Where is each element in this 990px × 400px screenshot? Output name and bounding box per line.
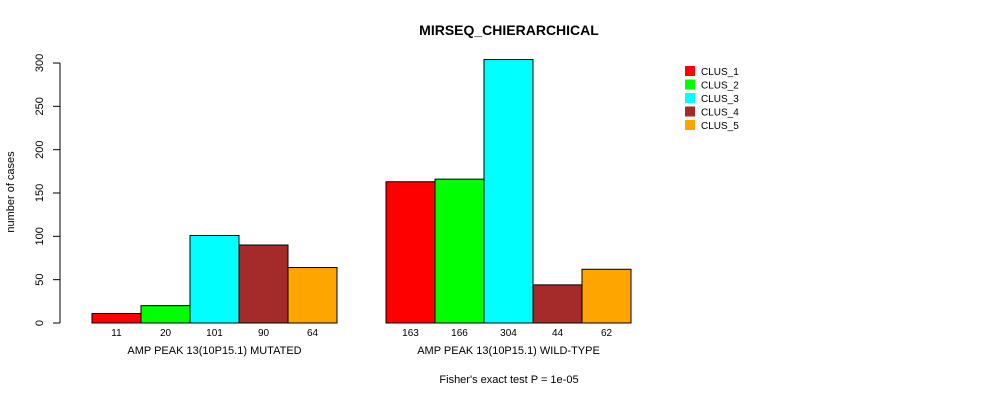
bar-clus-3-group-2 [483, 59, 534, 324]
legend-swatch [685, 79, 695, 90]
bar-clus-3-group-1 [189, 234, 240, 324]
legend-swatch [685, 120, 695, 130]
bar-value-label: 304 [500, 328, 517, 339]
y-tick-label: 150 [34, 184, 46, 202]
bar-value-label: 20 [160, 328, 172, 339]
legend-swatch [685, 93, 695, 103]
legend-swatch [685, 106, 695, 117]
bar-value-label: 44 [552, 328, 564, 339]
y-tick-label: 100 [34, 227, 46, 245]
bar-clus-2-group-2 [434, 178, 485, 324]
bar-value-label: 62 [601, 328, 613, 339]
group-labels: 11 20 101 90 64 AMP PEAK 13(10P15.1) MUTATED 1… [111, 328, 612, 357]
chart-title: MIRSEQ_CHIERARCHICAL [419, 22, 599, 38]
bar-clus-1-group-1 [91, 312, 142, 324]
y-tick-label: 300 [34, 54, 46, 72]
bar-value-label: 90 [258, 328, 270, 339]
legend: CLUS_1 CLUS_2 CLUS_3 CLUS_4 CLUS_5 [685, 66, 739, 132]
legend-label: CLUS_1 [701, 67, 739, 78]
bars-layer [91, 59, 632, 324]
bar-clus-2-group-1 [140, 305, 191, 324]
bar-clus-5-group-1 [287, 267, 338, 324]
legend-label: CLUS_5 [701, 121, 739, 132]
bar-value-label: 64 [307, 328, 319, 339]
bar-value-label: 163 [402, 328, 419, 339]
y-axis-label: number of cases [5, 151, 17, 233]
bar-value-label: 166 [451, 328, 468, 339]
bar-value-label: 11 [111, 328, 122, 339]
legend-label: CLUS_2 [701, 81, 739, 92]
x-axis-label: Fisher's exact test P = 1e-05 [439, 374, 578, 386]
legend-swatch [685, 66, 695, 76]
y-tick-label: 200 [34, 140, 46, 158]
y-axis-ticks: 0 50 100 150 200 250 300 [34, 54, 60, 326]
y-tick-label: 250 [34, 97, 46, 115]
group-label: AMP PEAK 13(10P15.1) MUTATED [127, 345, 301, 357]
bar-value-label: 101 [206, 328, 223, 339]
bar-clus-4-group-2 [532, 284, 583, 324]
bar-clus-1-group-2 [385, 181, 436, 324]
group-label: AMP PEAK 13(10P15.1) WILD-TYPE [417, 345, 600, 357]
bar-clus-4-group-1 [238, 244, 289, 324]
y-tick-label: 0 [34, 320, 46, 326]
legend-label: CLUS_3 [701, 94, 739, 105]
bar-clus-5-group-2 [581, 268, 632, 324]
y-tick-label: 50 [34, 274, 46, 286]
legend-label: CLUS_4 [701, 108, 739, 119]
